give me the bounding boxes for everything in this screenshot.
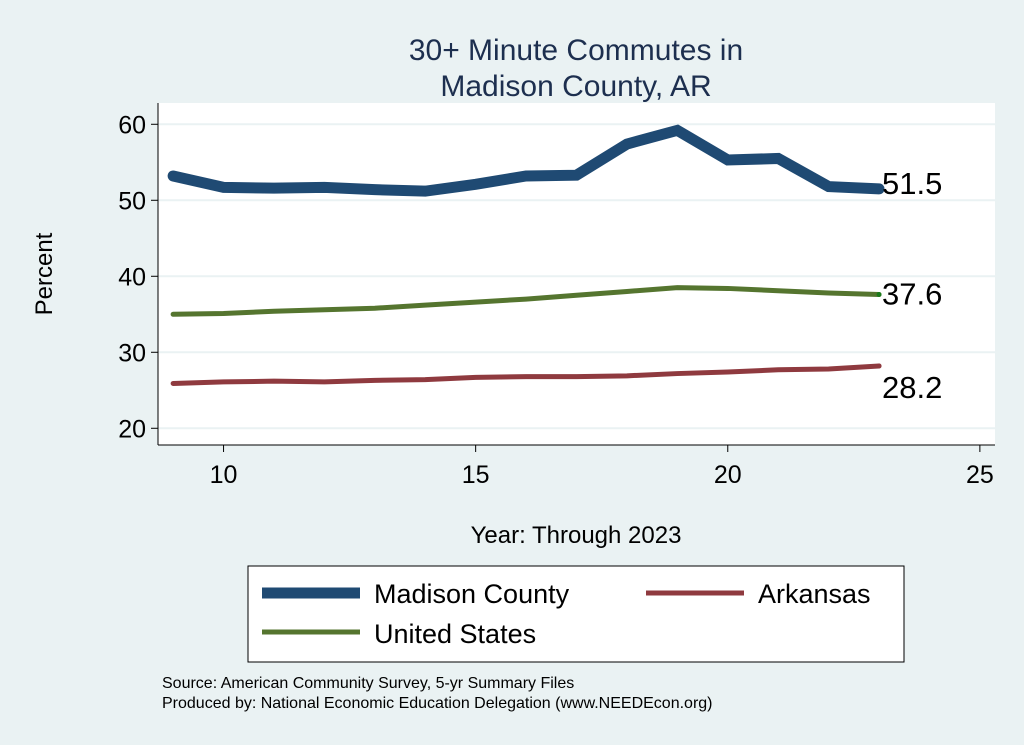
y-tick-label-60: 60 [118, 111, 146, 139]
y-tick-label-50: 50 [118, 187, 146, 215]
y-tick-label-40: 40 [118, 263, 146, 291]
legend-label-madison-county: Madison County [374, 579, 570, 609]
chart-title-line-2: Madison County, AR [440, 70, 711, 103]
y-tick-label-30: 30 [118, 339, 146, 367]
series-end-marker-madison-county [876, 186, 882, 192]
x-tick-label-25: 25 [966, 461, 994, 489]
end-label-madison-county: 51.5 [882, 166, 942, 201]
legend-label-united-states: United States [374, 619, 536, 649]
y-tick-label-20: 20 [118, 415, 146, 443]
source-note: Source: American Community Survey, 5-yr … [162, 675, 574, 692]
end-label-arkansas: 28.2 [882, 370, 942, 405]
series-line-united-states [170, 285, 882, 317]
series-line-arkansas [170, 363, 882, 386]
plot-area [158, 103, 995, 445]
x-tick-label-15: 15 [462, 461, 490, 489]
end-label-united-states: 37.6 [882, 277, 942, 312]
x-tick-label-20: 20 [714, 461, 742, 489]
chart-title-line-1: 30+ Minute Commutes in [409, 34, 743, 67]
series-end-marker-arkansas [876, 363, 882, 369]
y-axis-label: Percent [31, 232, 58, 315]
x-tick-label-10: 10 [210, 461, 238, 489]
producer-note: Produced by: National Economic Education… [162, 695, 713, 712]
series-line-madison-county [167, 124, 885, 197]
legend-label-arkansas: Arkansas [758, 579, 871, 609]
series-end-marker-united-states [876, 292, 882, 298]
legend: Madison County Arkansas United States [247, 565, 905, 663]
x-axis-label: Year: Through 2023 [471, 522, 682, 549]
